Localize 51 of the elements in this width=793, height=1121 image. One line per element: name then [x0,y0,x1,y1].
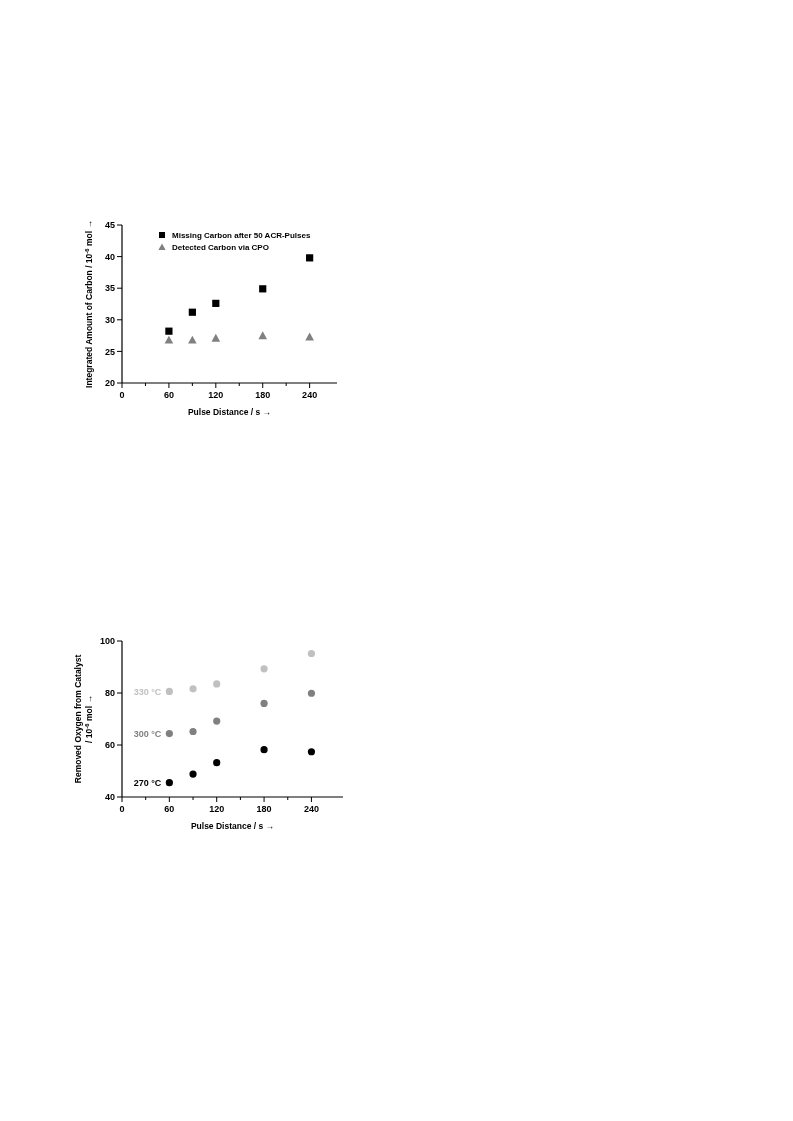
y-tick-label: 35 [104,283,115,294]
point [212,299,220,307]
point [189,685,197,693]
point [306,254,314,262]
point [165,687,173,696]
y-tick-label: 45 [104,220,115,231]
point [211,333,221,342]
point [307,649,316,658]
point [213,717,221,725]
y-tick-label: 40 [104,792,115,803]
x-tick-label: 60 [164,804,175,814]
point [260,665,268,673]
x-tick-label: 0 [119,390,125,400]
y-tick-label: 100 [99,636,115,647]
point [213,759,221,767]
y-tick-label: 60 [104,740,115,751]
x-tick-label: 180 [256,804,272,814]
x-tick-label: 240 [303,804,319,814]
legend-label: Detected Carbon via CPO [172,242,269,252]
x-tick-label: 180 [255,390,271,400]
point [164,335,174,344]
y-tick-label: 20 [104,378,115,389]
x-tick-label: 120 [209,804,225,814]
legend-label: Missing Carbon after 50 ACR-Pulses [172,230,311,240]
point [213,680,221,688]
x-axis-title: Pulse Distance / s → [190,821,275,831]
point [189,770,197,778]
x-tick-label: 120 [208,390,224,400]
x-tick-label: 60 [163,390,174,400]
series-label: 330 °C [133,686,162,697]
y-tick-label: 80 [104,688,115,699]
x-tick-label: 240 [302,390,318,400]
point [259,285,267,293]
point [307,689,316,697]
point [165,779,173,787]
series-label: 270 °C [133,777,162,788]
y-tick-label: 40 [104,251,115,262]
series-label: 300 °C [133,728,162,739]
x-tick-label: 0 [119,804,125,814]
point [165,729,173,738]
point [189,727,197,736]
x-axis-title: Pulse Distance / s → [187,407,272,417]
point [188,308,196,316]
point [165,327,173,335]
point [260,746,268,754]
y-tick-label: 30 [104,314,115,325]
point [188,335,197,344]
point [258,331,268,340]
point [307,748,316,756]
point [260,699,268,707]
y-tick-label: 25 [104,346,115,357]
